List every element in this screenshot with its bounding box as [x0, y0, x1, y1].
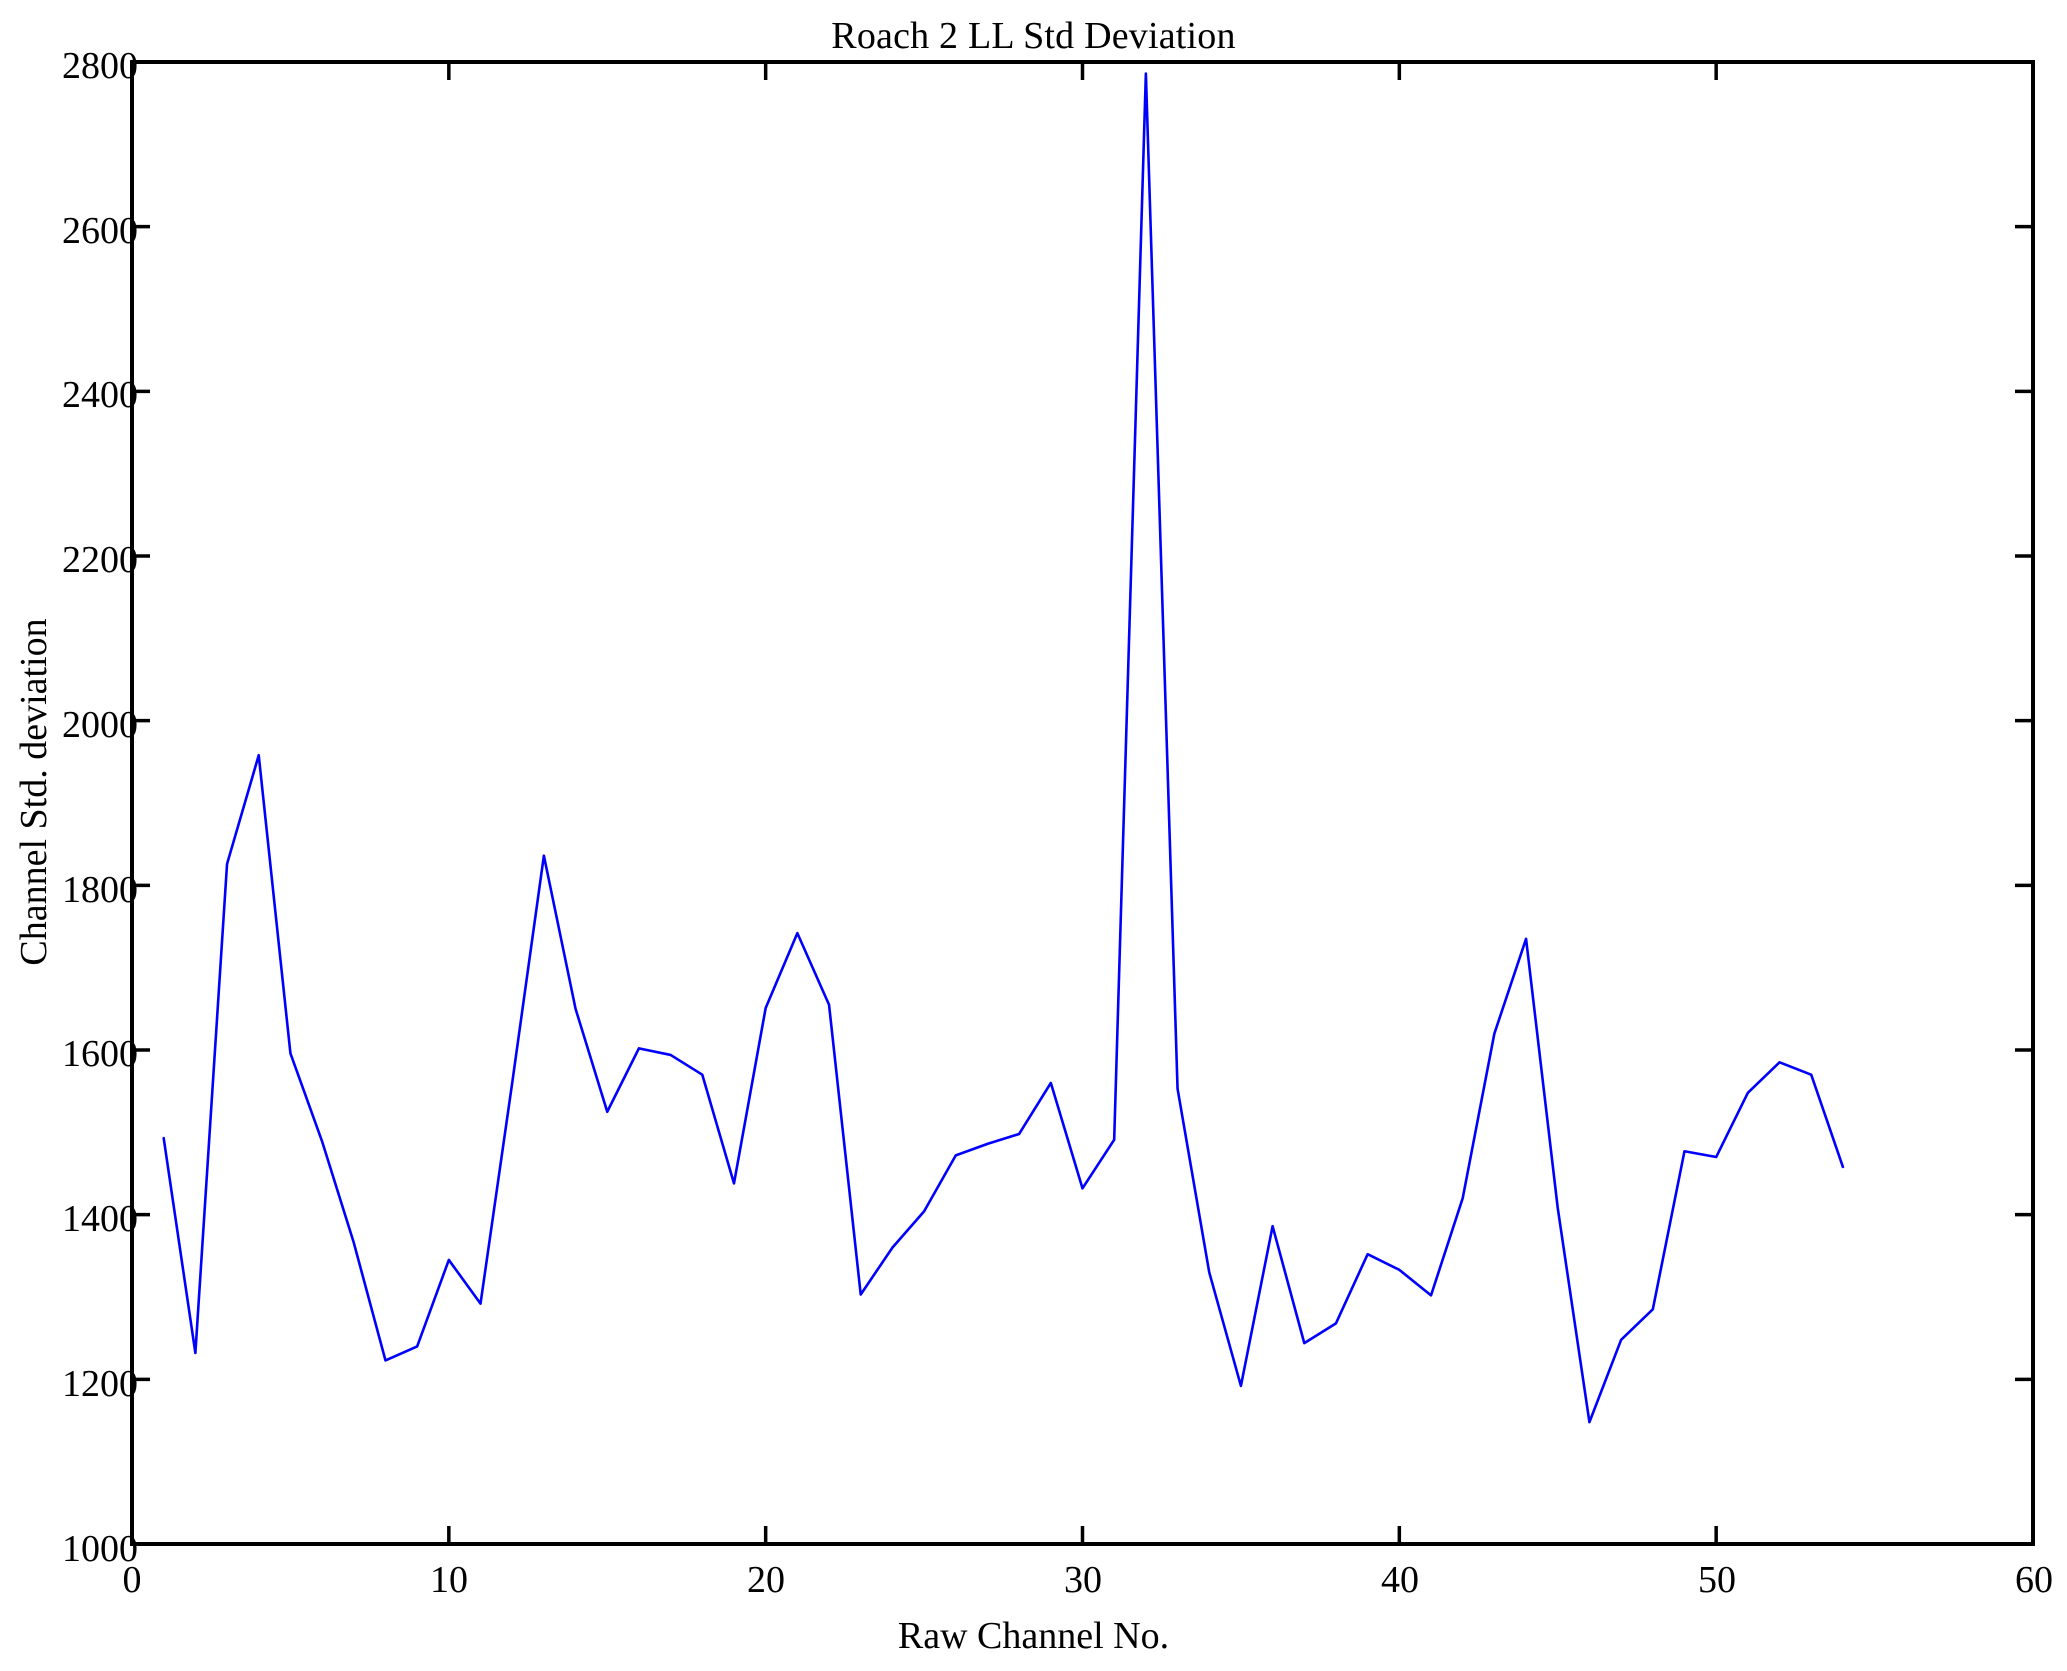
y-tick-label-1600: 1600	[62, 1033, 138, 1075]
x-tick-label-30: 30	[1064, 1559, 1102, 1601]
x-tick-label-20: 20	[747, 1559, 785, 1601]
y-tick-label-2800: 2800	[62, 45, 138, 87]
x-tick-label-50: 50	[1698, 1559, 1736, 1601]
chart-title: Roach 2 LL Std Deviation	[831, 15, 1236, 57]
y-tick-label-2000: 2000	[62, 704, 138, 746]
y-tick-label-1400: 1400	[62, 1198, 138, 1240]
x-tick-label-0: 0	[122, 1559, 142, 1601]
y-tick-label-2400: 2400	[62, 374, 138, 416]
y-tick-label-2200: 2200	[62, 539, 138, 581]
x-axis-label: Raw Channel No.	[897, 1615, 1170, 1657]
y-tick-label-1200: 1200	[62, 1363, 138, 1405]
data-series-line	[162, 72, 1845, 1424]
y-tick-label-1000: 1000	[62, 1528, 138, 1570]
x-tick-label-40: 40	[1381, 1559, 1419, 1601]
x-tick-label-10: 10	[430, 1559, 468, 1601]
y-tick-label-2600: 2600	[62, 210, 138, 252]
y-tick-label-1800: 1800	[62, 869, 138, 911]
x-tick-label-60: 60	[2015, 1559, 2053, 1601]
axis-ticks	[132, 62, 2033, 1544]
axes-frame	[130, 60, 2035, 1546]
